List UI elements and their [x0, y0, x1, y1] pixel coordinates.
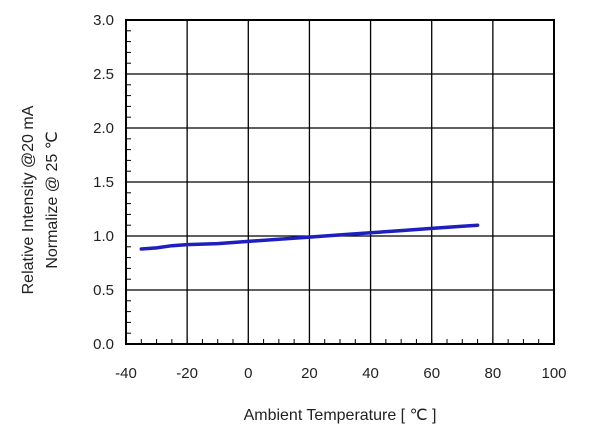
x-tick-label: 60	[423, 365, 440, 382]
y-tick-label: 2.0	[93, 120, 114, 137]
x-tick-label: 20	[301, 365, 318, 382]
grid	[126, 20, 554, 344]
y-tick-label: 0.5	[93, 282, 114, 299]
y-axis-label-line-1: Relative Intensity @20 mA	[20, 105, 37, 294]
plot-frame	[125, 19, 555, 345]
y-tick-label: 3.0	[93, 12, 114, 29]
y-tick-labels: 0.0 0.5 1.0 1.5 2.0 2.5 3.0	[93, 12, 114, 353]
x-tick-labels: -40 -20 0 20 40 60 80 100	[115, 365, 566, 382]
x-tick-label: 80	[485, 365, 502, 382]
series-group	[139, 223, 480, 251]
x-tick-label: 40	[362, 365, 379, 382]
y-axis-label: Relative Intensity @20 mA Normalize @ 25…	[20, 105, 61, 294]
x-tick-label: -40	[115, 365, 137, 382]
x-axis-label: Ambient Temperature [ ℃ ]	[244, 407, 437, 424]
y-tick-label: 1.5	[93, 174, 114, 191]
series-line	[139, 223, 480, 251]
y-tick-label: 0.0	[93, 336, 114, 353]
y-axis-label-line-2: Normalize @ 25 ℃	[44, 131, 61, 268]
y-tick-label: 1.0	[93, 228, 114, 245]
x-tick-label: -20	[176, 365, 198, 382]
x-tick-label: 0	[244, 365, 252, 382]
x-tick-label: 100	[541, 365, 566, 382]
y-tick-label: 2.5	[93, 66, 114, 83]
